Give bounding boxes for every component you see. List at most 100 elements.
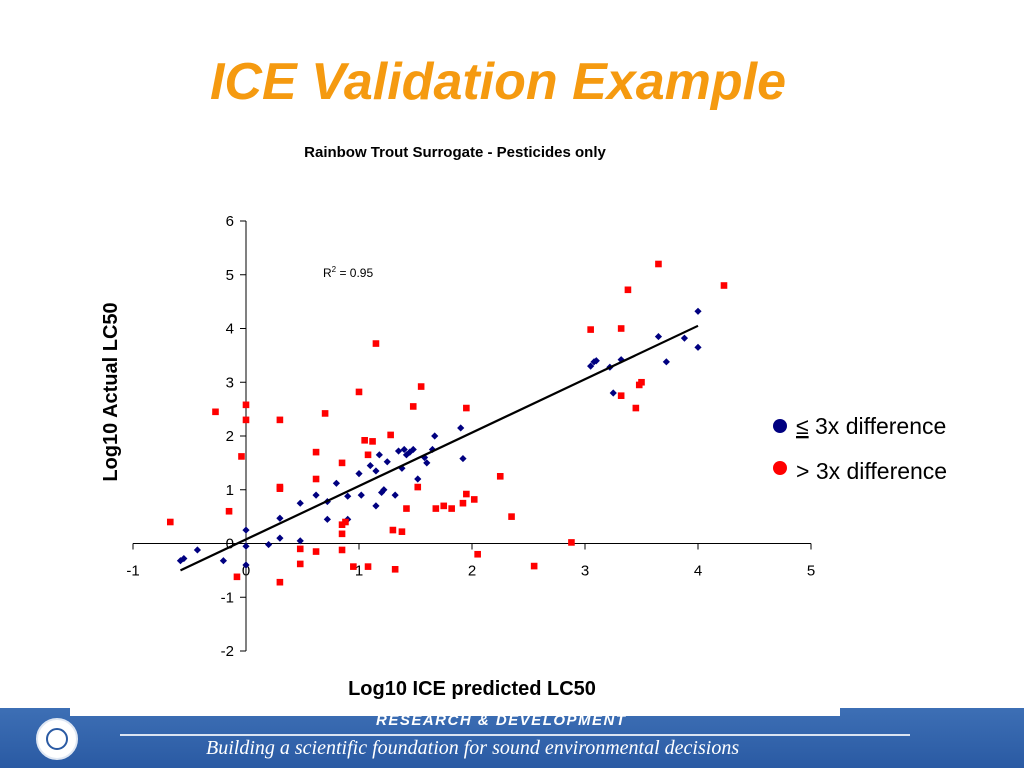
data-point-within-3x [344, 492, 352, 500]
x-tick-label: 1 [355, 563, 363, 580]
y-tick-label: -1 [221, 589, 234, 606]
y-tick-label: 3 [226, 374, 234, 391]
data-point-over-3x [474, 550, 481, 558]
data-point-over-3x [338, 521, 346, 528]
legend-text-within-3x: 3x difference [809, 413, 947, 439]
data-point-within-3x [276, 534, 284, 542]
data-point-within-3x [219, 557, 227, 565]
data-point-within-3x [400, 445, 408, 454]
data-point-over-3x [448, 505, 455, 512]
y-tick-label: 4 [226, 321, 234, 338]
y-tick-label: 2 [226, 428, 234, 445]
x-tick-label: 0 [242, 563, 250, 580]
data-point-within-3x [617, 356, 625, 364]
r-squared-value: = 0.95 [336, 266, 373, 280]
footer-heading: RESEARCH & DEVELOPMENT [376, 712, 627, 729]
data-point-over-3x [617, 392, 625, 399]
legend-symbol-within-3x: ≤ [796, 413, 809, 439]
data-point-over-3x [470, 496, 478, 503]
data-point-within-3x [176, 557, 185, 565]
data-point-within-3x [357, 491, 365, 499]
data-point-within-3x [694, 307, 702, 315]
data-point-within-3x [242, 542, 250, 550]
data-point-over-3x [463, 490, 470, 498]
y-tick-label: 1 [226, 482, 234, 499]
x-tick-label: 4 [694, 563, 702, 580]
data-point-over-3x [508, 513, 515, 520]
data-point-within-3x [414, 475, 422, 483]
data-point-within-3x [592, 357, 600, 365]
data-point-over-3x [655, 260, 662, 268]
data-point-over-3x [276, 578, 284, 586]
data-point-over-3x [276, 483, 284, 491]
points-layer [166, 260, 728, 586]
data-point-within-3x [265, 540, 273, 549]
data-point-within-3x [383, 458, 391, 466]
data-point-over-3x [312, 548, 320, 555]
slide-title: ICE Validation Example [209, 53, 786, 111]
y-tick-label: 5 [226, 267, 234, 284]
footer-divider [70, 708, 840, 716]
legend-text-over-3x: 3x difference [809, 458, 947, 484]
data-point-within-3x [423, 459, 431, 467]
data-point-within-3x [312, 491, 320, 499]
data-point-over-3x [312, 448, 320, 456]
data-point-over-3x [312, 475, 320, 483]
r-squared-annotation: R2 = 0.95 [323, 265, 373, 280]
data-point-over-3x [387, 431, 394, 439]
data-point-within-3x [296, 537, 304, 545]
footer-rule [120, 734, 910, 736]
data-point-over-3x [321, 410, 329, 417]
data-point-within-3x [587, 362, 595, 370]
data-point-over-3x [350, 563, 357, 570]
data-point-over-3x [342, 518, 349, 526]
data-point-over-3x [338, 459, 346, 467]
x-axis-title: Log10 ICE predicted LC50 [348, 678, 596, 700]
x-tick-label: 5 [807, 563, 815, 580]
r-squared-superscript: 2 [332, 265, 337, 274]
data-point-within-3x [296, 499, 304, 507]
data-point-over-3x [624, 286, 632, 294]
data-point-within-3x [394, 447, 403, 455]
legend-marker-over-3x [773, 461, 787, 475]
x-tick-label: 3 [581, 563, 589, 580]
legend-item-over-3x: > 3x difference [773, 458, 947, 484]
data-point-within-3x [276, 514, 284, 522]
series-over-3x [166, 260, 728, 586]
data-point-within-3x [694, 343, 702, 351]
data-point-over-3x [338, 546, 346, 554]
data-point-over-3x [463, 404, 470, 412]
data-point-over-3x [417, 383, 425, 390]
footer-banner [0, 708, 1024, 768]
legend-marker-within-3x [773, 419, 787, 433]
data-point-within-3x [193, 546, 202, 554]
agency-seal-icon [36, 718, 78, 760]
data-point-over-3x [403, 505, 410, 512]
x-tick-label: 2 [468, 563, 476, 580]
data-point-over-3x [409, 403, 417, 410]
data-point-within-3x [459, 454, 467, 463]
data-point-over-3x [338, 530, 346, 538]
data-point-within-3x [180, 554, 188, 563]
data-point-over-3x [568, 539, 575, 546]
data-point-over-3x [233, 573, 241, 581]
data-point-within-3x [366, 461, 374, 470]
y-axis-title: Log10 Actual LC50 [100, 302, 122, 481]
data-point-over-3x [496, 473, 504, 480]
data-point-within-3x [391, 491, 399, 499]
data-point-within-3x [355, 470, 363, 478]
data-point-over-3x [587, 326, 594, 333]
data-point-within-3x [654, 332, 663, 341]
y-tick-label: 0 [226, 536, 234, 553]
data-point-over-3x [398, 528, 406, 535]
data-point-within-3x [431, 432, 439, 440]
axes-layer: -1 0 1 2 3 4 5 -2 -1 0 1 2 3 4 5 6 [126, 213, 815, 660]
legend-item-within-3x: ≤ 3x difference [773, 413, 946, 439]
data-point-within-3x [372, 467, 380, 475]
legend: ≤ 3x difference > 3x difference [773, 413, 947, 484]
data-point-within-3x [375, 451, 383, 459]
data-point-within-3x [680, 334, 689, 342]
data-point-over-3x [212, 408, 219, 416]
data-point-within-3x [409, 445, 417, 454]
data-point-over-3x [638, 378, 645, 386]
